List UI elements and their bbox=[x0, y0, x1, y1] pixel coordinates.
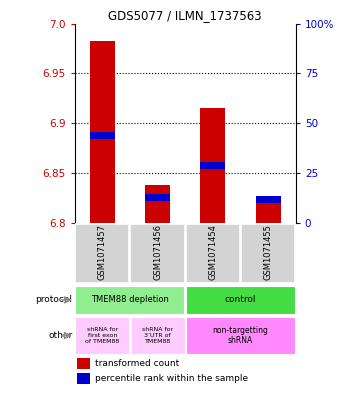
Bar bbox=[77, 358, 90, 369]
Bar bbox=[131, 317, 185, 354]
Bar bbox=[186, 317, 295, 354]
Bar bbox=[256, 196, 280, 203]
Text: transformed count: transformed count bbox=[95, 359, 179, 368]
Text: GSM1071457: GSM1071457 bbox=[98, 224, 107, 280]
Text: protocol: protocol bbox=[36, 296, 73, 305]
Bar bbox=[241, 224, 295, 283]
Bar bbox=[201, 162, 225, 169]
Bar bbox=[75, 224, 130, 283]
Text: non-targetting
shRNA: non-targetting shRNA bbox=[212, 326, 269, 345]
Text: GSM1071455: GSM1071455 bbox=[264, 224, 273, 280]
Bar bbox=[256, 200, 280, 223]
Title: GDS5077 / ILMN_1737563: GDS5077 / ILMN_1737563 bbox=[108, 9, 262, 22]
Bar bbox=[77, 373, 90, 384]
Text: percentile rank within the sample: percentile rank within the sample bbox=[95, 374, 248, 383]
Text: GSM1071454: GSM1071454 bbox=[208, 224, 217, 280]
Bar bbox=[90, 40, 115, 223]
Text: other: other bbox=[48, 331, 73, 340]
Text: TMEM88 depletion: TMEM88 depletion bbox=[91, 296, 169, 305]
Bar bbox=[130, 224, 185, 283]
Bar bbox=[186, 286, 295, 314]
Bar bbox=[75, 317, 129, 354]
Text: shRNA for
3’UTR of
TMEM88: shRNA for 3’UTR of TMEM88 bbox=[142, 327, 173, 344]
Text: shRNA for
first exon
of TMEM88: shRNA for first exon of TMEM88 bbox=[85, 327, 120, 344]
Text: GSM1071456: GSM1071456 bbox=[153, 224, 162, 280]
Bar bbox=[145, 194, 170, 201]
Bar bbox=[90, 132, 115, 139]
Bar bbox=[186, 224, 240, 283]
Text: control: control bbox=[225, 296, 256, 305]
Bar bbox=[201, 108, 225, 223]
Bar bbox=[145, 185, 170, 223]
Bar bbox=[75, 286, 185, 314]
